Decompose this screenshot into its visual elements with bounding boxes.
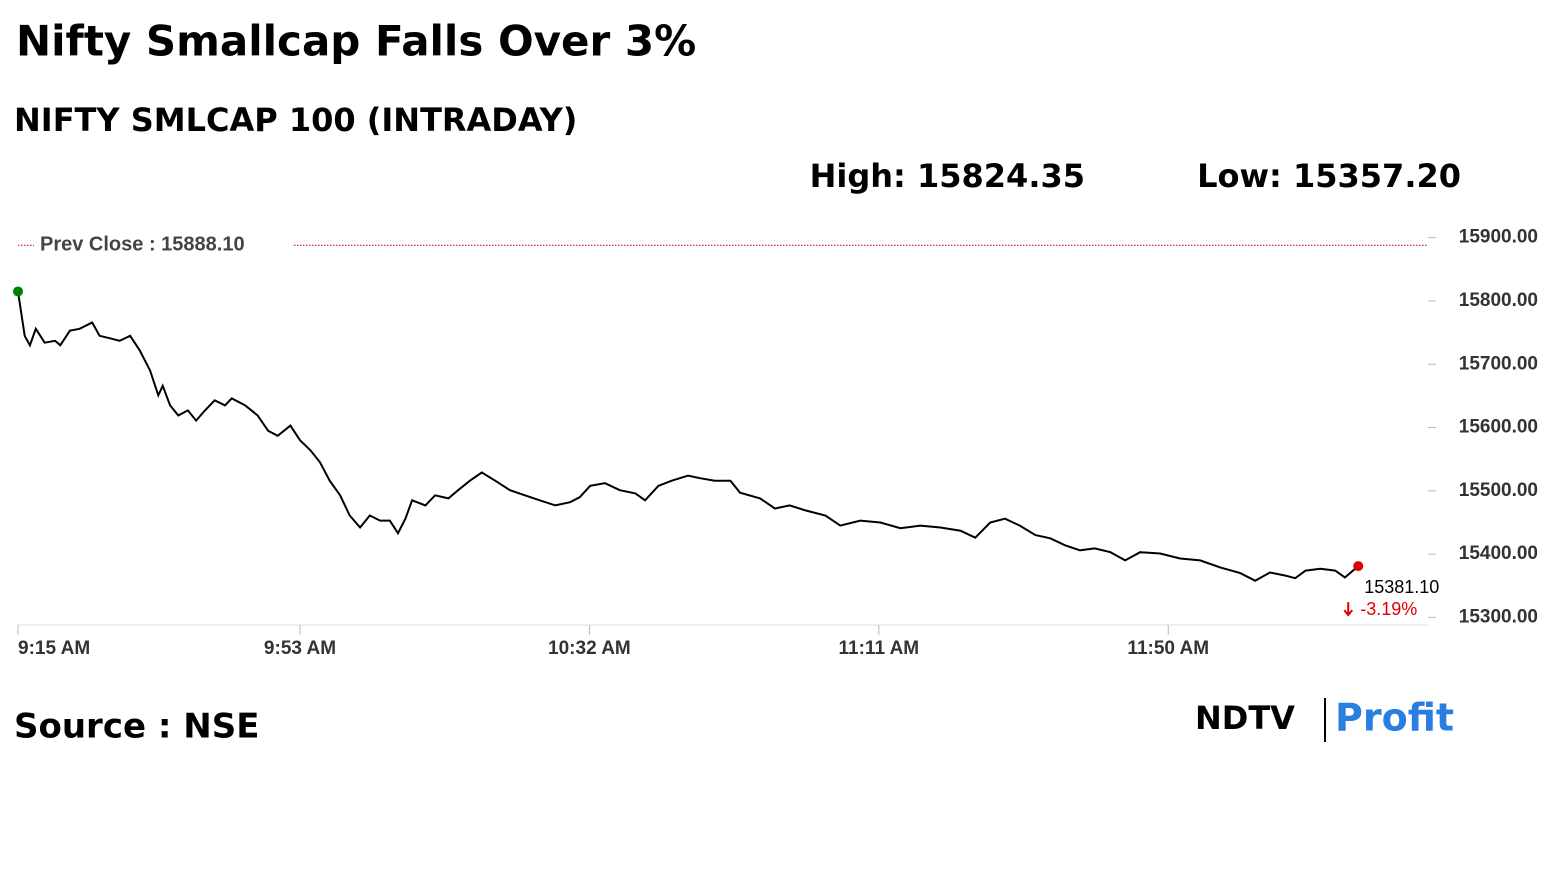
x-tick-label: 11:11 AM (839, 638, 920, 659)
last-value-label: 15381.10 (1364, 577, 1439, 597)
start-point (13, 286, 23, 297)
low-label: Low: 15357.20 (1197, 157, 1461, 195)
source: Source : NSE (14, 707, 259, 747)
reference-label: Prev Close : 15888.10 (40, 233, 245, 255)
y-tick-label: 15700.00 (1459, 353, 1538, 374)
x-tick-label: 11:50 AM (1127, 638, 1209, 659)
y-tick-label: 15300.00 (1459, 606, 1538, 627)
price-line (17, 291, 1359, 582)
change-label: -3.19% (1360, 599, 1417, 619)
y-tick-label: 15900.00 (1459, 227, 1538, 248)
down-arrow (1343, 602, 1354, 617)
brand-left: NDTV (1195, 699, 1295, 737)
reference-label-bg (34, 231, 294, 260)
y-tick-label: 15500.00 (1459, 480, 1538, 501)
x-tick-label: 9:53 AM (264, 638, 336, 659)
chart-subtitle: NIFTY SMLCAP 100 (INTRADAY) (14, 101, 577, 139)
end-point (1353, 561, 1364, 572)
x-tick-label: 9:15 AM (18, 638, 90, 659)
y-tick-label: 15400.00 (1459, 543, 1538, 564)
chart-title: Nifty Smallcap Falls Over 3% (16, 17, 696, 66)
brand-right: Profit (1335, 696, 1454, 740)
y-tick-label: 15800.00 (1459, 290, 1538, 311)
x-tick-label: 10:32 AM (548, 638, 631, 659)
y-tick-label: 15600.00 (1459, 417, 1538, 438)
high-label: High: 15824.35 (810, 157, 1085, 195)
